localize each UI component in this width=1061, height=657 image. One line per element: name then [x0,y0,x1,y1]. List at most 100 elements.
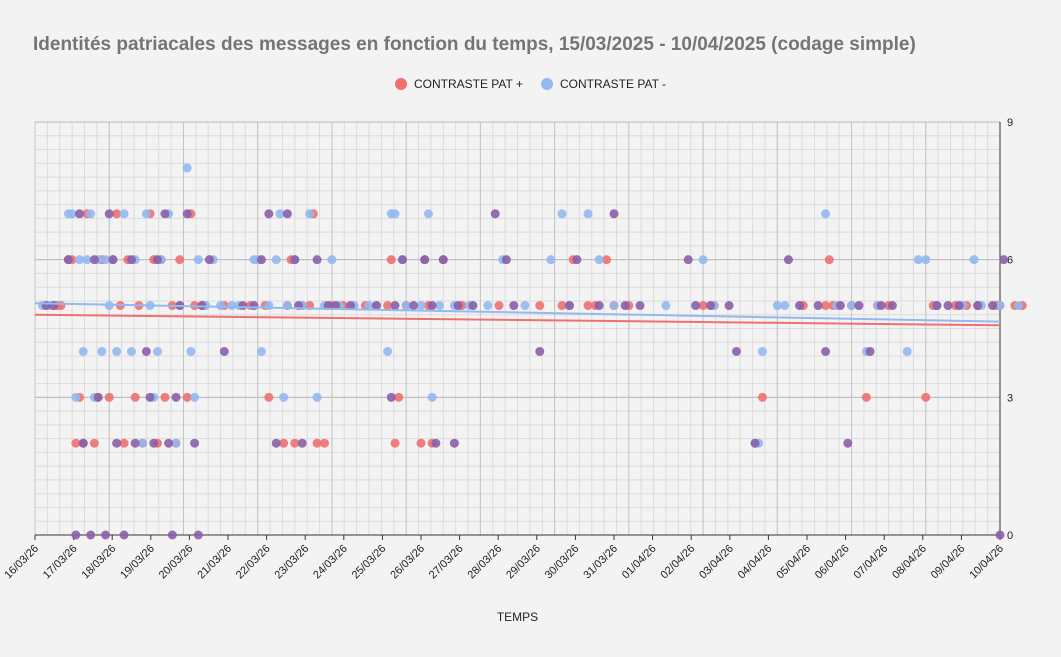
x-tick-label: 23/03/26 [273,543,312,582]
data-point-series-2 [750,438,760,448]
data-point-series-1 [97,346,107,356]
data-point-series-2 [152,255,162,265]
x-tick-label: 02/04/26 [659,543,698,582]
data-point-series-0 [698,301,708,311]
x-tick-label: 24/03/26 [311,543,350,582]
data-point-series-2 [973,301,983,311]
data-point-series-2 [190,438,200,448]
x-tick-label: 27/03/26 [427,543,466,582]
data-point-series-2 [468,301,478,311]
data-point-series-2 [854,301,864,311]
data-point-series-2 [427,301,437,311]
data-point-series-2 [89,255,99,265]
data-point-series-1 [190,392,200,402]
legend-dot-pat-plus [394,78,407,90]
data-point-series-1 [483,301,493,311]
x-tick-label: 20/03/26 [157,543,196,582]
data-point-series-1 [305,209,315,219]
data-point-series-0 [921,392,931,402]
data-point-series-1 [112,346,122,356]
data-point-series-1 [902,346,912,356]
data-point-series-1 [401,301,411,311]
data-point-series-2 [93,392,103,402]
x-tick-label: 22/03/26 [234,543,273,582]
data-point-series-2 [691,301,701,311]
data-point-series-2 [999,255,1009,265]
x-tick-label: 08/04/26 [890,543,929,582]
data-point-series-0 [130,392,140,402]
data-point-series-2 [204,255,214,265]
data-point-series-2 [71,530,81,540]
x-tick-label: 26/03/26 [388,543,427,582]
data-point-series-2 [130,438,140,448]
data-point-series-0 [104,392,114,402]
legend-label-pat-minus: CONTRASTE PAT - [560,77,667,91]
data-point-series-2 [572,255,582,265]
data-point-series-0 [182,392,192,402]
data-point-series-2 [238,301,248,311]
data-point-series-0 [175,255,185,265]
data-point-series-0 [312,438,322,448]
data-point-series-0 [160,392,170,402]
data-point-series-2 [535,346,545,356]
data-point-series-0 [602,255,612,265]
data-point-series-2 [160,209,170,219]
data-point-series-0 [89,438,99,448]
x-tick-label: 01/04/26 [620,543,659,582]
data-point-series-2 [108,255,118,265]
data-point-series-0 [320,438,329,448]
x-tick-label: 16/03/26 [2,543,41,582]
data-point-series-2 [564,301,574,311]
data-point-series-2 [635,301,645,311]
data-point-series-1 [279,392,289,402]
data-point-series-2 [249,301,259,311]
x-tick-label: 19/03/26 [118,543,157,582]
data-point-series-2 [193,530,203,540]
data-point-series-2 [312,255,322,265]
data-point-series-2 [954,301,964,311]
data-point-series-1 [520,301,530,311]
data-point-series-0 [390,438,400,448]
data-point-series-1 [182,163,192,173]
legend-item-pat-plus[interactable]: CONTRASTE PAT + [394,77,523,91]
data-point-series-2 [821,346,831,356]
data-point-series-1 [757,346,767,356]
data-point-series-2 [783,255,793,265]
data-point-series-1 [216,301,226,311]
data-point-series-1 [327,255,337,265]
data-point-series-1 [609,301,619,311]
data-point-series-2 [876,301,886,311]
data-point-series-2 [943,301,953,311]
data-point-series-1 [969,255,979,265]
data-point-series-1 [171,438,181,448]
data-point-series-2 [731,346,741,356]
data-point-series-1 [557,209,567,219]
data-point-series-2 [256,255,266,265]
data-point-series-2 [594,301,604,311]
data-point-series-1 [138,438,148,448]
data-point-series-2 [431,438,441,448]
legend-item-pat-minus[interactable]: CONTRASTE PAT - [541,77,666,91]
trendline-series-1 [34,302,1001,323]
x-tick-label: 03/04/26 [697,543,736,582]
data-point-series-1 [186,346,196,356]
y-tick-label: 6 [1007,255,1013,267]
x-tick-label: 30/03/26 [543,543,582,582]
data-point-series-2 [795,301,805,311]
data-point-series-2 [331,301,341,311]
data-point-series-1 [427,392,437,402]
data-point-series-1 [71,392,81,402]
data-point-series-2 [509,301,519,311]
data-point-series-1 [594,255,604,265]
data-point-series-2 [620,301,630,311]
data-point-series-1 [921,255,931,265]
data-point-series-0 [290,438,300,448]
data-point-series-1 [119,209,129,219]
data-point-series-2 [865,346,875,356]
data-point-series-1 [127,346,136,356]
legend-dot-pat-minus [541,78,553,90]
data-point-series-2 [171,392,181,402]
data-point-series-2 [843,438,853,448]
data-point-series-1 [193,255,203,265]
